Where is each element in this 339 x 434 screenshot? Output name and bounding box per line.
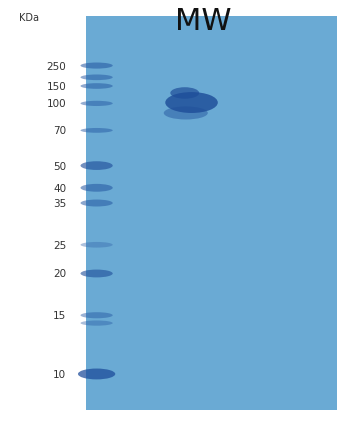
Text: 70: 70 bbox=[53, 126, 66, 136]
Ellipse shape bbox=[80, 321, 113, 326]
Text: 40: 40 bbox=[53, 184, 66, 193]
Text: 10: 10 bbox=[53, 369, 66, 379]
Ellipse shape bbox=[80, 76, 113, 81]
Ellipse shape bbox=[80, 242, 113, 248]
Text: 25: 25 bbox=[53, 240, 66, 250]
Ellipse shape bbox=[164, 107, 208, 120]
Ellipse shape bbox=[80, 270, 113, 278]
Text: KDa: KDa bbox=[19, 13, 39, 23]
Ellipse shape bbox=[80, 184, 113, 192]
Ellipse shape bbox=[80, 162, 113, 171]
Ellipse shape bbox=[80, 312, 113, 319]
Text: MW: MW bbox=[175, 7, 232, 36]
Text: 50: 50 bbox=[53, 161, 66, 171]
Ellipse shape bbox=[80, 84, 113, 89]
Ellipse shape bbox=[170, 88, 199, 99]
Ellipse shape bbox=[80, 63, 113, 69]
Text: 250: 250 bbox=[46, 62, 66, 71]
Ellipse shape bbox=[80, 102, 113, 107]
Text: 35: 35 bbox=[53, 199, 66, 208]
Text: 150: 150 bbox=[46, 82, 66, 92]
Bar bbox=[86, 17, 337, 410]
Text: 20: 20 bbox=[53, 269, 66, 279]
Ellipse shape bbox=[80, 129, 113, 134]
Ellipse shape bbox=[78, 368, 115, 379]
Text: 15: 15 bbox=[53, 311, 66, 320]
Ellipse shape bbox=[165, 93, 218, 114]
Ellipse shape bbox=[80, 200, 113, 207]
Text: 100: 100 bbox=[46, 99, 66, 109]
